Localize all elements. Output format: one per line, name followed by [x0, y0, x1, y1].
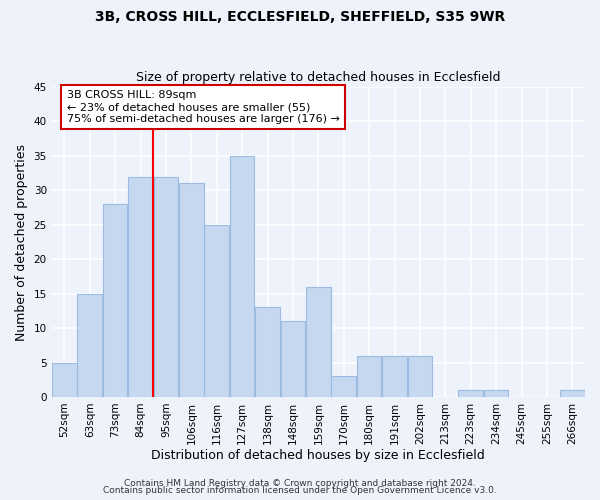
X-axis label: Distribution of detached houses by size in Ecclesfield: Distribution of detached houses by size …: [151, 450, 485, 462]
Bar: [382, 356, 407, 397]
Text: 3B CROSS HILL: 89sqm
← 23% of detached houses are smaller (55)
75% of semi-detac: 3B CROSS HILL: 89sqm ← 23% of detached h…: [67, 90, 340, 124]
Bar: [205, 225, 229, 397]
Bar: [52, 362, 77, 397]
Bar: [77, 294, 102, 397]
Bar: [407, 356, 432, 397]
Bar: [230, 156, 254, 397]
Bar: [128, 176, 153, 397]
Bar: [331, 376, 356, 397]
Text: Contains public sector information licensed under the Open Government Licence v3: Contains public sector information licen…: [103, 486, 497, 495]
Bar: [255, 308, 280, 397]
Y-axis label: Number of detached properties: Number of detached properties: [15, 144, 28, 340]
Text: 3B, CROSS HILL, ECCLESFIELD, SHEFFIELD, S35 9WR: 3B, CROSS HILL, ECCLESFIELD, SHEFFIELD, …: [95, 10, 505, 24]
Bar: [357, 356, 382, 397]
Bar: [103, 204, 127, 397]
Bar: [458, 390, 483, 397]
Bar: [154, 176, 178, 397]
Bar: [281, 321, 305, 397]
Title: Size of property relative to detached houses in Ecclesfield: Size of property relative to detached ho…: [136, 72, 500, 85]
Bar: [560, 390, 584, 397]
Bar: [179, 184, 203, 397]
Bar: [306, 287, 331, 397]
Text: Contains HM Land Registry data © Crown copyright and database right 2024.: Contains HM Land Registry data © Crown c…: [124, 478, 476, 488]
Bar: [484, 390, 508, 397]
